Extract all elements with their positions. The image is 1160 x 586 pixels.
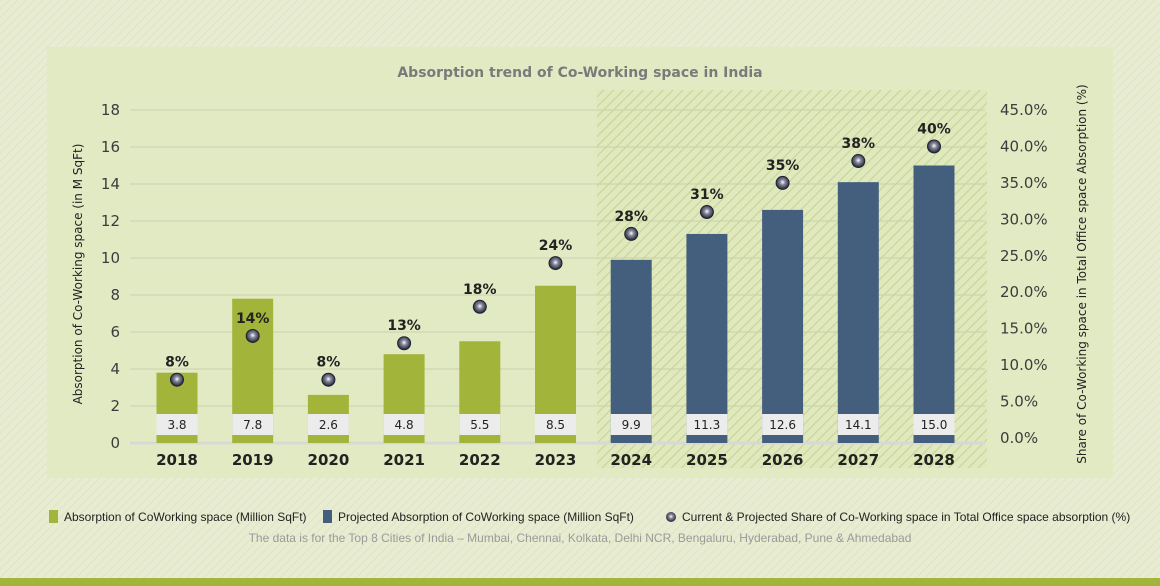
y2-tick-label: 35.0% <box>1000 174 1048 192</box>
y-tick-label: 18 <box>101 101 120 119</box>
value-label: 3.8 <box>167 418 186 432</box>
bar-projected <box>837 182 879 443</box>
value-label-box <box>535 414 576 435</box>
y-tick-label: 14 <box>101 175 120 193</box>
y-tick-label: 8 <box>110 286 120 304</box>
share-point <box>775 175 790 190</box>
share-point <box>245 328 260 343</box>
value-label-box <box>762 414 804 435</box>
x-tick-label: 2024 <box>610 451 652 469</box>
x-tick-label: 2022 <box>459 451 501 469</box>
share-point <box>170 372 184 387</box>
legend-label-absorption: Absorption of CoWorking space (Million S… <box>64 510 307 524</box>
y2-tick-label: 10.0% <box>1000 356 1048 374</box>
share-label: 13% <box>387 318 421 334</box>
share-label: 18% <box>463 282 497 298</box>
value-label: 5.5 <box>470 418 489 432</box>
y2-tick-label: 30.0% <box>1000 210 1048 228</box>
value-label: 7.8 <box>243 418 262 432</box>
value-label-box <box>307 414 349 435</box>
x-tick-label: 2026 <box>762 451 804 469</box>
legend-swatch-absorption <box>49 510 58 523</box>
share-label: 8% <box>165 355 189 371</box>
value-label-box <box>913 414 955 435</box>
y2-tick-label: 25.0% <box>1000 247 1048 265</box>
share-point <box>851 154 866 169</box>
y-tick-label: 10 <box>101 249 120 267</box>
footnote: The data is for the Top 8 Cities of Indi… <box>249 531 912 545</box>
value-label: 9.9 <box>622 418 641 432</box>
legend-swatch-projected <box>323 510 332 523</box>
x-tick-label: 2025 <box>686 451 728 469</box>
share-point <box>624 226 639 241</box>
y2-tick-label: 45.0% <box>1000 101 1048 119</box>
share-label: 40% <box>917 121 951 137</box>
x-tick-label: 2019 <box>232 451 274 469</box>
share-point <box>548 256 563 271</box>
share-point <box>397 336 412 351</box>
legend-swatch-share <box>666 512 676 522</box>
bar-projected <box>610 259 652 443</box>
value-label-box <box>383 414 425 435</box>
legend-label-share: Current & Projected Share of Co-Working … <box>682 510 1130 524</box>
y2-tick-label: 5.0% <box>1000 393 1038 411</box>
share-point <box>927 139 941 154</box>
y-tick-label: 2 <box>110 397 120 415</box>
share-point <box>699 205 714 220</box>
legend-label-projected: Projected Absorption of CoWorking space … <box>338 510 634 524</box>
legend: Absorption of CoWorking space (Million S… <box>49 510 1130 524</box>
y-tick-label: 12 <box>101 212 120 230</box>
value-label: 8.5 <box>546 418 565 432</box>
y2-axis-label: Share of Co-Working space in Total Offic… <box>1075 84 1089 463</box>
x-tick-label: 2020 <box>308 451 350 469</box>
share-label: 14% <box>236 311 270 327</box>
y-tick-label: 0 <box>110 434 120 452</box>
share-label: 8% <box>317 355 341 371</box>
value-label-box <box>686 414 728 435</box>
value-label: 4.8 <box>395 418 414 432</box>
value-label: 12.6 <box>769 418 796 432</box>
y-tick-label: 6 <box>110 323 120 341</box>
x-tick-label: 2018 <box>156 451 198 469</box>
x-tick-label: 2028 <box>913 451 955 469</box>
value-label: 11.3 <box>694 418 721 432</box>
y2-tick-label: 40.0% <box>1000 137 1048 155</box>
value-label: 15.0 <box>921 418 948 432</box>
bottom-bar <box>0 578 1160 586</box>
y2-tick-label: 20.0% <box>1000 283 1048 301</box>
value-label-box <box>610 414 652 435</box>
share-point <box>321 372 336 387</box>
value-label-box <box>837 414 879 435</box>
y-axis-label: Absorption of Co-Working space (in M SqF… <box>71 144 85 405</box>
x-tick-label: 2027 <box>837 451 879 469</box>
y-tick-label: 16 <box>101 138 120 156</box>
x-tick-label: 2021 <box>383 451 425 469</box>
value-label-box <box>232 414 274 435</box>
value-label: 14.1 <box>845 418 872 432</box>
bar-projected <box>762 209 804 443</box>
share-point <box>472 299 487 314</box>
share-label: 24% <box>539 238 573 254</box>
share-label: 35% <box>766 158 800 174</box>
share-label: 28% <box>614 209 648 225</box>
y2-tick-label: 15.0% <box>1000 320 1048 338</box>
value-label-box <box>156 414 198 435</box>
y2-tick-label: 0.0% <box>1000 429 1038 447</box>
value-label-box <box>459 414 501 435</box>
value-label: 2.6 <box>319 418 338 432</box>
chart-title: Absorption trend of Co-Working space in … <box>397 65 762 81</box>
share-label: 38% <box>842 136 876 152</box>
share-label: 31% <box>690 187 724 203</box>
x-tick-label: 2023 <box>535 451 577 469</box>
y-tick-label: 4 <box>110 360 120 378</box>
bar-projected <box>686 233 728 443</box>
bar-projected <box>913 165 955 443</box>
